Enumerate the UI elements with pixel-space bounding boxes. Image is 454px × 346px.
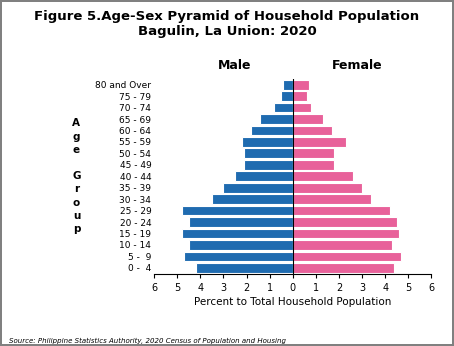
Bar bbox=[293, 217, 397, 227]
Text: Female: Female bbox=[332, 59, 383, 72]
Bar bbox=[293, 252, 401, 261]
Bar bbox=[293, 160, 334, 170]
Bar bbox=[223, 183, 293, 193]
Bar bbox=[212, 194, 293, 204]
Bar bbox=[293, 240, 392, 250]
Bar bbox=[189, 240, 293, 250]
Bar bbox=[293, 114, 323, 124]
Bar bbox=[242, 137, 293, 147]
Text: Source: Philippine Statistics Authority, 2020 Census of Population and Housing: Source: Philippine Statistics Authority,… bbox=[9, 338, 286, 344]
Bar bbox=[189, 217, 293, 227]
Text: Male: Male bbox=[218, 59, 252, 72]
Bar bbox=[293, 171, 353, 181]
Text: A
g
e

G
r
o
u
p: A g e G r o u p bbox=[72, 118, 81, 234]
Bar bbox=[261, 114, 293, 124]
Bar bbox=[182, 229, 293, 238]
Bar bbox=[281, 91, 293, 101]
Bar bbox=[293, 194, 371, 204]
Bar bbox=[184, 252, 293, 261]
Bar bbox=[293, 126, 332, 135]
Text: Figure 5.Age-Sex Pyramid of Household Population
Bagulin, La Union: 2020: Figure 5.Age-Sex Pyramid of Household Po… bbox=[35, 10, 419, 38]
Bar bbox=[293, 206, 390, 216]
Bar bbox=[293, 80, 309, 90]
Bar bbox=[274, 103, 293, 112]
Bar bbox=[293, 148, 334, 158]
Bar bbox=[293, 263, 395, 273]
Bar bbox=[244, 160, 293, 170]
Bar bbox=[293, 91, 306, 101]
Bar bbox=[251, 126, 293, 135]
Bar bbox=[293, 103, 311, 112]
X-axis label: Percent to Total Household Population: Percent to Total Household Population bbox=[194, 297, 391, 307]
Bar bbox=[244, 148, 293, 158]
Bar bbox=[293, 137, 346, 147]
Bar bbox=[293, 183, 362, 193]
Bar bbox=[196, 263, 293, 273]
Bar bbox=[182, 206, 293, 216]
Bar bbox=[235, 171, 293, 181]
Bar bbox=[283, 80, 293, 90]
Bar bbox=[293, 229, 399, 238]
